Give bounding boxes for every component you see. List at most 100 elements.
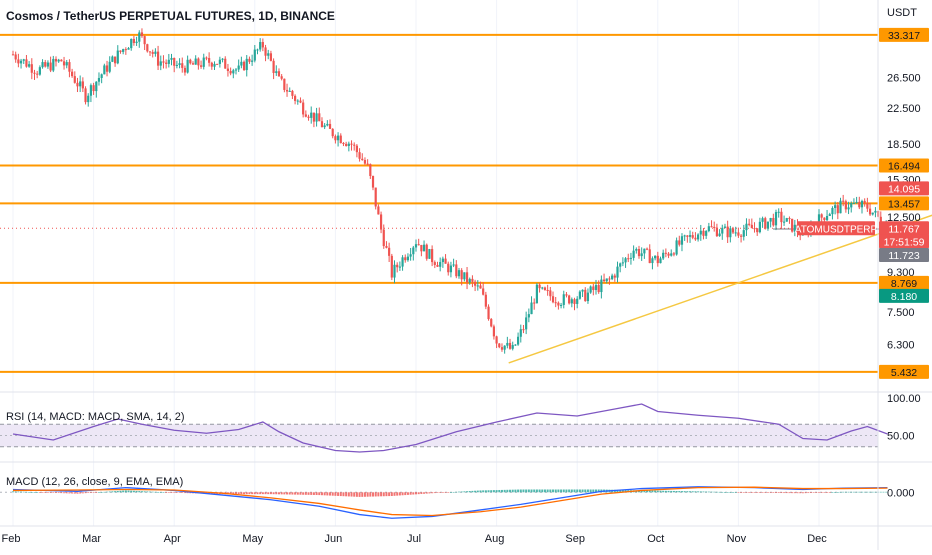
macd-histogram-bar [573, 489, 576, 493]
candle-body [562, 294, 565, 305]
macd-histogram-bar [576, 489, 579, 493]
candle-body [589, 286, 592, 293]
price-axis[interactable]: 26.50022.50018.50015.30012.5009.3007.500… [887, 72, 921, 499]
macd-histogram-bar [363, 492, 366, 497]
macd-histogram-bar [801, 492, 804, 494]
macd-histogram-bar [237, 492, 240, 495]
macd-histogram-bar [500, 489, 503, 493]
candle-body [111, 56, 114, 62]
macd-histogram-bar [713, 491, 716, 493]
candle-body [605, 278, 608, 282]
time-axis-label: Dec [807, 533, 827, 545]
candle-body [576, 298, 579, 304]
price-label-text: 8.180 [891, 291, 917, 303]
macd-histogram-bar [159, 492, 162, 493]
trendline[interactable] [508, 210, 932, 364]
macd-histogram-bar [860, 491, 863, 493]
price-label-box [879, 288, 929, 303]
macd-histogram-bar [492, 490, 495, 493]
macd-histogram-bar [772, 492, 775, 493]
macd-histogram-bar [522, 489, 525, 493]
candle-body [73, 76, 76, 83]
candle-body [52, 58, 55, 71]
candle-body [839, 200, 842, 214]
macd-histogram-bar [441, 492, 444, 493]
candle-body [339, 135, 342, 144]
macd-histogram-bar [189, 492, 192, 494]
candle-body [181, 63, 184, 68]
price-label-box [879, 275, 929, 290]
horizontal-levels[interactable] [0, 33, 878, 373]
candle-body [511, 345, 514, 349]
macd-histogram-bar [702, 491, 705, 493]
candle-body [288, 90, 291, 92]
macd-histogram-bar [393, 492, 396, 496]
macd-histogram-bar [350, 492, 353, 497]
macd-histogram-bar [734, 492, 737, 493]
candle-body [283, 78, 286, 90]
macd-histogram-bar [533, 489, 536, 493]
price-axis-label: 6.300 [887, 339, 915, 351]
macd-histogram-bar [89, 492, 92, 493]
candle-body [436, 264, 439, 267]
macd-histogram-bar [581, 489, 584, 493]
macd-histogram-bar [538, 489, 541, 493]
candle-body [831, 208, 834, 215]
candle-body [417, 244, 420, 246]
macd-histogram-bar [694, 491, 697, 493]
macd-histogram-bar [769, 492, 772, 493]
candle-body [320, 121, 324, 128]
macd-histogram-bar [831, 492, 834, 493]
candle-body [559, 304, 563, 306]
price-label-text: 17:51:59 [884, 236, 925, 248]
candle-body [89, 85, 93, 96]
candle-body [336, 135, 340, 141]
time-axis-label: Apr [164, 533, 181, 545]
candle-body [463, 272, 466, 280]
macd-histogram-bar [312, 492, 315, 495]
candle-body [581, 289, 584, 292]
macd-histogram-bar [353, 492, 356, 497]
candle-body [84, 88, 87, 103]
candle-body [49, 62, 52, 71]
macd-histogram-bar [307, 492, 310, 495]
time-axis[interactable]: Feb Mar Apr May Jun Jul Aug Sep Oct Nov Dec [2, 533, 828, 545]
candle-body [670, 253, 673, 256]
candle-body [688, 235, 692, 237]
candle-body [680, 236, 684, 245]
macd-histogram-bar [79, 492, 82, 494]
macd-histogram-bar [22, 491, 25, 493]
macd-pane [0, 486, 888, 519]
macd-histogram-bar [646, 490, 649, 493]
candle-body [122, 49, 125, 52]
macd-histogram-bar [565, 489, 568, 493]
candle-body [683, 235, 686, 237]
candle-body [54, 58, 58, 62]
candle-body [130, 38, 133, 49]
candle-body [240, 61, 243, 66]
macd-histogram-bar [855, 491, 858, 493]
macd-histogram-bar [863, 491, 866, 493]
trendline-group[interactable] [508, 210, 932, 364]
candle-body [718, 233, 721, 237]
macd-histogram-bar [87, 492, 90, 493]
candle-body [267, 53, 270, 56]
macd-histogram-bar [439, 492, 442, 493]
macd-histogram-bar [175, 492, 178, 493]
macd-histogram-bar [834, 492, 837, 493]
macd-histogram-bar [114, 491, 117, 493]
macd-histogram-bar [345, 492, 348, 497]
candle-body [420, 244, 423, 252]
candle-body [140, 32, 144, 37]
candle-body [312, 112, 316, 122]
macd-histogram-bar [828, 492, 831, 493]
candle-body [361, 158, 364, 161]
candle-body [345, 143, 348, 146]
candle-body [836, 205, 839, 214]
candle-body [597, 285, 600, 293]
candle-body [363, 160, 367, 164]
macd-histogram-bar [119, 490, 122, 493]
candle-body [167, 59, 170, 64]
